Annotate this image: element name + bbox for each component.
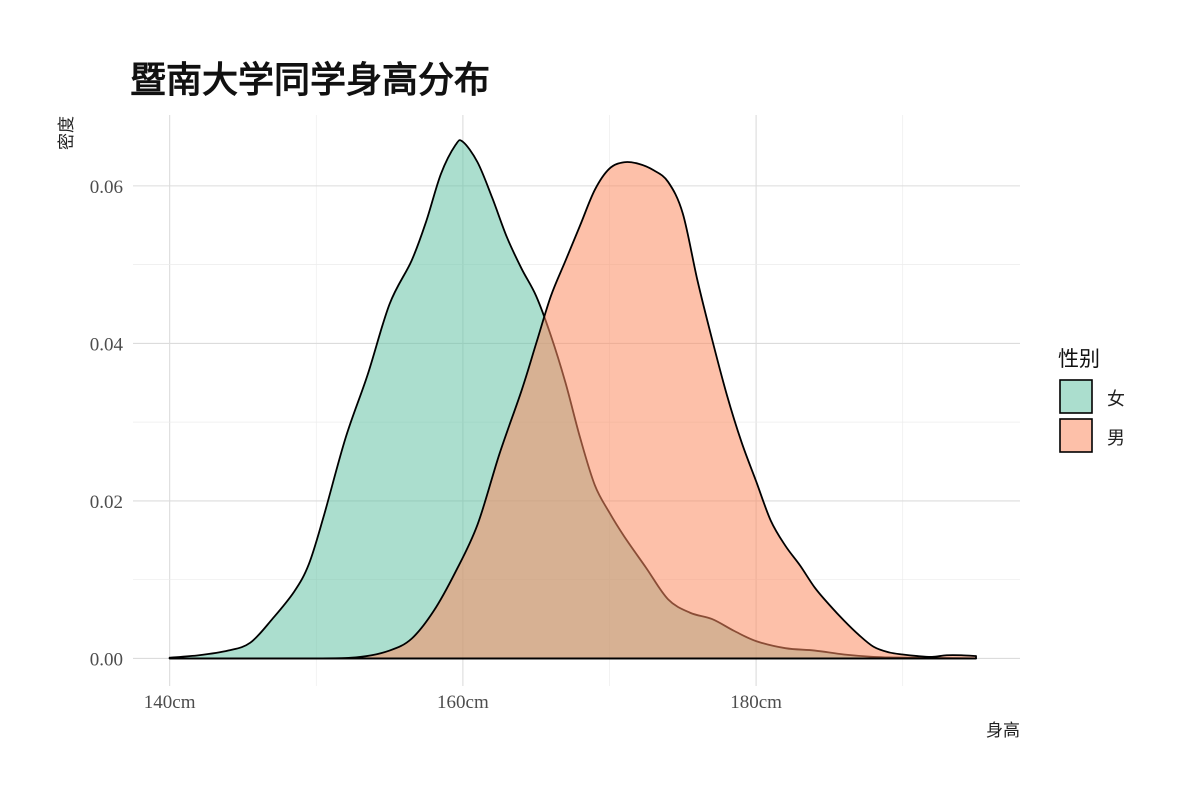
x-tick-label: 140cm [144, 692, 196, 713]
x-tick-label: 160cm [437, 692, 489, 713]
legend-key-male [1059, 418, 1093, 453]
legend-key-female [1059, 379, 1093, 414]
x-axis-title: 身高 [986, 721, 1020, 741]
chart-title: 暨南大学同学身高分布 [130, 59, 490, 101]
legend-label-male: 男 [1107, 428, 1125, 449]
y-tick-label: 0.00 [90, 649, 123, 670]
legend: 性别 女 男 [1058, 347, 1125, 453]
y-tick-label: 0.02 [90, 492, 123, 513]
x-tick-label: 180cm [730, 692, 782, 713]
y-tick-label: 0.04 [90, 334, 124, 355]
x-tick-labels: 140cm 160cm 180cm [144, 692, 782, 713]
y-tick-label: 0.06 [90, 177, 123, 198]
legend-title: 性别 [1058, 347, 1100, 371]
density-areas [168, 139, 977, 660]
y-tick-labels: 0.00 0.02 0.04 0.06 [90, 177, 124, 671]
density-area-male [168, 161, 977, 660]
y-axis-title: 密度 [57, 116, 77, 150]
legend-label-female: 女 [1107, 389, 1125, 410]
